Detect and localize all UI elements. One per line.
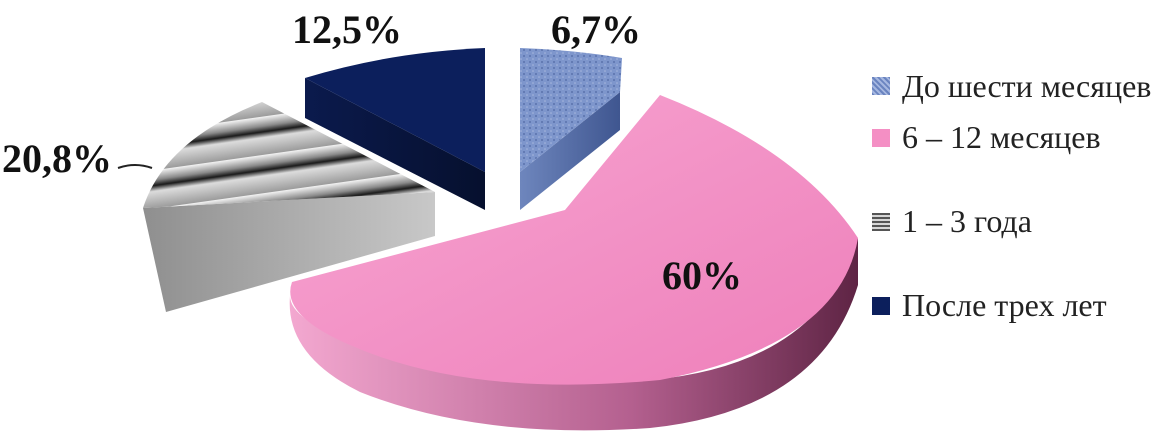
pie-chart: 12,5% 6,7% 20,8% 60%: [2, 7, 858, 431]
slice-after-three-years: [305, 48, 485, 210]
legend-item-one-to-three-years: 1 – 3 года: [872, 198, 1152, 244]
slice-one-to-three-years-top: [143, 102, 435, 208]
legend-item-after-three-years: После трех лет: [872, 282, 1152, 328]
legend-item-under-six-months: До шести месяцев: [872, 62, 1152, 110]
slice-six-to-twelve-months: [289, 95, 858, 431]
legend-swatch-one-to-three-years: [872, 213, 890, 231]
slice-six-to-twelve-months-top: [290, 95, 858, 385]
slice-one-to-three-years-front: [143, 192, 435, 312]
legend-swatch-after-three-years: [872, 297, 890, 315]
legend-label-under-six-months: До шести месяцев: [902, 68, 1152, 104]
legend-item-six-to-twelve-months: 6 – 12 месяцев: [872, 114, 1152, 160]
leader-line-one-to-three-years: [117, 164, 153, 169]
label-one-to-three-years: 20,8%: [2, 136, 112, 181]
label-under-six-months: 6,7%: [551, 7, 641, 52]
slice-after-three-years-top: [305, 48, 485, 172]
legend-label-six-to-twelve-months: 6 – 12 месяцев: [902, 119, 1101, 155]
label-six-to-twelve-months: 60%: [662, 253, 742, 298]
slice-under-six-months-side: [520, 92, 620, 210]
legend-label-one-to-three-years: 1 – 3 года: [902, 203, 1032, 239]
legend-label-after-three-years: После трех лет: [902, 287, 1107, 323]
legend-swatch-six-to-twelve-months: [872, 129, 890, 147]
slice-one-to-three-years: [143, 102, 435, 312]
label-after-three-years: 12,5%: [292, 7, 402, 52]
slice-under-six-months-top: [520, 48, 622, 172]
chart-legend: До шести месяцев 6 – 12 месяцев 1 – 3 го…: [872, 62, 1152, 328]
legend-swatch-under-six-months: [872, 77, 890, 95]
slice-six-to-twelve-months-side: [289, 238, 858, 431]
slice-after-three-years-side: [305, 78, 485, 210]
slice-under-six-months: [520, 48, 622, 210]
